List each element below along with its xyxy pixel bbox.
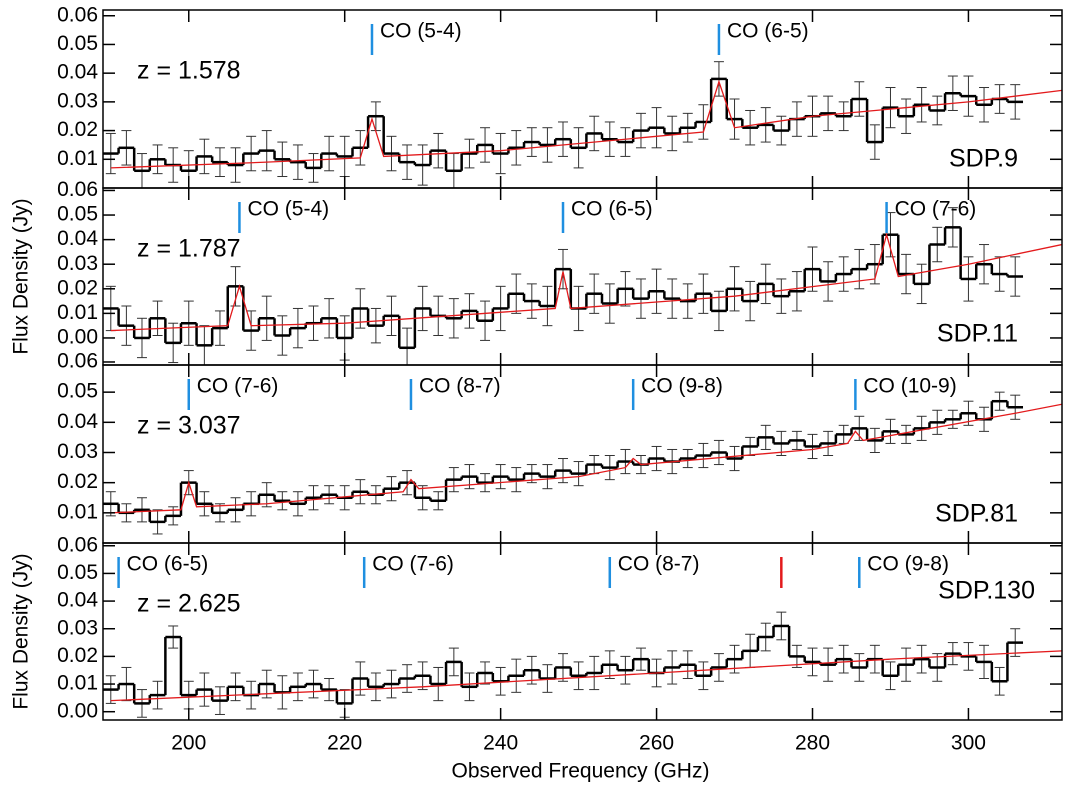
- x-tick-label: 240: [483, 732, 518, 755]
- y-tick-label: 0.05: [57, 561, 98, 584]
- y-tick-label: 0.04: [57, 227, 98, 250]
- y-tick-label: 0.02: [57, 276, 98, 299]
- line-label: CO (7-6): [372, 553, 454, 576]
- panel: [103, 207, 1062, 365]
- model-line: [110, 79, 1062, 169]
- y-tick-label: 0.05: [57, 203, 98, 226]
- model-line: [110, 403, 1062, 514]
- panel-frame: [102, 542, 1063, 721]
- y-tick-label: 0.02: [57, 644, 98, 667]
- line-label: CO (8-7): [618, 553, 700, 576]
- x-tick-label: 280: [795, 732, 830, 755]
- y-tick-label: 0.06: [57, 178, 98, 201]
- line-label: CO (10-9): [863, 375, 956, 398]
- y-tick-label: 0.00: [57, 699, 98, 722]
- panel: [103, 391, 1062, 535]
- y-tick-label: 0.06: [57, 350, 98, 373]
- y-axis-label: Flux Density (Jy): [10, 553, 33, 709]
- line-label: CO (7-6): [895, 198, 977, 221]
- redshift-label: z = 2.625: [137, 590, 241, 618]
- y-tick-label: 0.01: [57, 672, 98, 695]
- x-tick-label: 200: [171, 732, 206, 755]
- y-tick-label: 0.04: [57, 589, 98, 612]
- line-label: CO (9-8): [641, 375, 723, 398]
- redshift-label: z = 3.037: [137, 412, 241, 440]
- model-line: [110, 650, 1062, 702]
- line-label: CO (5-4): [380, 20, 462, 43]
- source-name: SDP.11: [937, 320, 1018, 348]
- line-label: CO (8-7): [419, 375, 501, 398]
- model-line: [110, 232, 1062, 332]
- x-axis-label: Observed Frequency (GHz): [452, 760, 710, 783]
- redshift-label: z = 1.787: [137, 235, 241, 263]
- y-tick-label: 0.05: [57, 380, 98, 403]
- panel-frame: [102, 9, 1063, 189]
- panel: [103, 61, 1062, 188]
- y-tick-label: 0.00: [57, 326, 98, 349]
- y-tick-label: 0.03: [57, 89, 98, 112]
- line-label: CO (6-5): [571, 198, 653, 221]
- line-label: CO (9-8): [867, 553, 949, 576]
- y-tick-label: 0.06: [57, 533, 98, 556]
- line-label: CO (6-5): [127, 553, 209, 576]
- y-tick-label: 0.05: [57, 32, 98, 55]
- line-label: CO (6-5): [727, 20, 809, 43]
- y-tick-label: 0.03: [57, 252, 98, 275]
- redshift-label: z = 1.578: [137, 57, 241, 85]
- y-tick-label: 0.04: [57, 61, 98, 84]
- y-tick-label: 0.02: [57, 118, 98, 141]
- source-name: SDP.9: [949, 145, 1018, 173]
- line-label: CO (5-4): [247, 198, 329, 221]
- y-tick-label: 0.04: [57, 410, 98, 433]
- y-tick-label: 0.01: [57, 301, 98, 324]
- source-name: SDP.81: [935, 500, 1018, 528]
- line-label: CO (7-6): [197, 375, 279, 398]
- y-tick-label: 0.03: [57, 440, 98, 463]
- y-tick-label: 0.06: [57, 3, 98, 26]
- y-tick-label: 0.02: [57, 470, 98, 493]
- x-tick-label: 300: [951, 732, 986, 755]
- y-tick-label: 0.01: [57, 500, 98, 523]
- x-tick-label: 260: [639, 732, 674, 755]
- source-name: SDP.130: [938, 577, 1035, 605]
- y-axis-label: Flux Density (Jy): [10, 198, 33, 354]
- x-tick-label: 220: [327, 732, 362, 755]
- y-tick-label: 0.01: [57, 147, 98, 170]
- y-tick-label: 0.03: [57, 616, 98, 639]
- panel: [103, 611, 1062, 718]
